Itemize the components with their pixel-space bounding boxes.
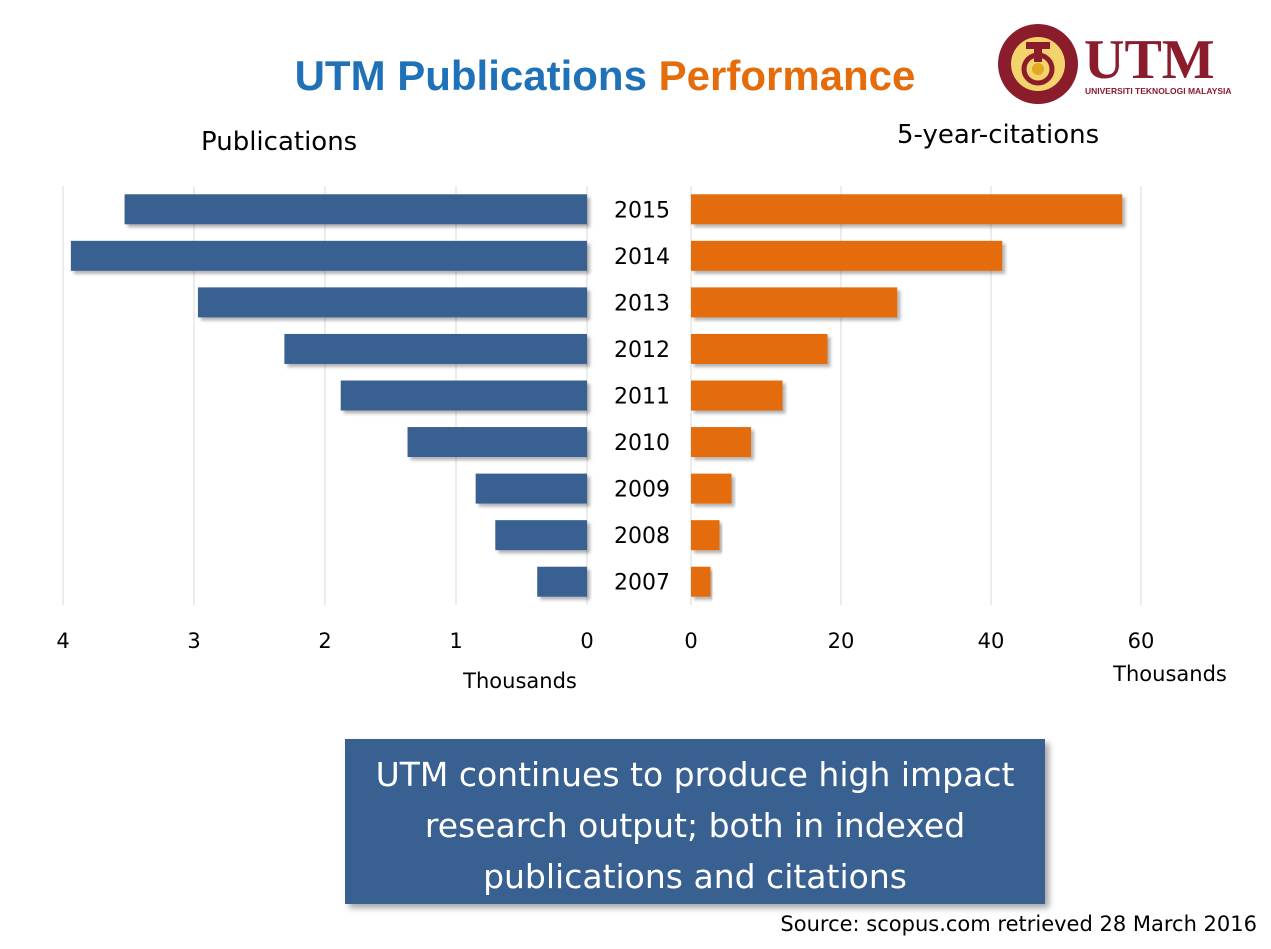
year-category-label: 2011 <box>614 385 670 410</box>
publications-bar <box>407 427 587 458</box>
title-performance: Performance <box>658 52 916 99</box>
citations-bar <box>691 287 898 318</box>
publications-bar <box>124 194 587 225</box>
publications-bar <box>340 380 587 411</box>
title-publications: UTM Publications <box>294 52 647 99</box>
publications-bar <box>537 566 587 597</box>
logo-seal-core <box>1032 63 1044 75</box>
citations-bar <box>691 427 751 458</box>
citations-bar <box>691 473 732 504</box>
citations-tick-label: 20 <box>828 629 855 653</box>
year-category-label: 2012 <box>614 338 670 363</box>
year-category-label: 2015 <box>614 198 670 223</box>
publications-bar <box>475 473 587 504</box>
logo-subtitle: UNIVERSITI TEKNOLOGI MALAYSIA <box>1085 86 1232 96</box>
publications-tick-label: 3 <box>187 629 200 653</box>
publications-tick-label: 0 <box>580 629 593 653</box>
citations-bar <box>691 520 720 551</box>
year-category-label: 2009 <box>614 478 670 503</box>
publications-bar <box>495 520 587 551</box>
citations-axis-title: Thousands <box>1112 662 1227 686</box>
logo-wordmark: UTM <box>1084 29 1215 91</box>
citations-bar <box>691 333 828 364</box>
citations-tick-label: 0 <box>684 629 697 653</box>
year-category-label: 2008 <box>614 524 670 549</box>
utm-logo: UTM UNIVERSITI TEKNOLOGI MALAYSIA <box>998 24 1232 104</box>
logo-seal-stem <box>1034 42 1042 62</box>
year-category-label: 2007 <box>614 571 670 596</box>
publications-tick-label: 4 <box>56 629 69 653</box>
citations-bar <box>691 380 783 411</box>
citations-bar <box>691 240 1003 271</box>
year-category-label: 2014 <box>614 245 670 270</box>
source-note: Source: scopus.com retrieved 28 March 20… <box>780 912 1257 936</box>
publications-tick-label: 1 <box>449 629 462 653</box>
year-category-label: 2013 <box>614 291 670 316</box>
citations-bar <box>691 566 711 597</box>
publications-axis-title: Thousands <box>462 669 577 693</box>
callout-box: UTM continues to produce high impact res… <box>345 739 1045 904</box>
citations-tick-label: 40 <box>978 629 1005 653</box>
citations-tick-label: 60 <box>1128 629 1155 653</box>
slide-title: UTM Publications Performance <box>0 52 1210 100</box>
citations-bar <box>691 194 1123 225</box>
publications-tick-label: 2 <box>318 629 331 653</box>
citations-chart-title: 5-year-citations <box>897 120 1100 150</box>
publications-bar <box>70 240 588 271</box>
year-category-label: 2010 <box>614 431 670 456</box>
publications-chart-title: Publications <box>201 127 358 157</box>
publications-bar <box>197 287 587 318</box>
publications-bar <box>284 333 587 364</box>
